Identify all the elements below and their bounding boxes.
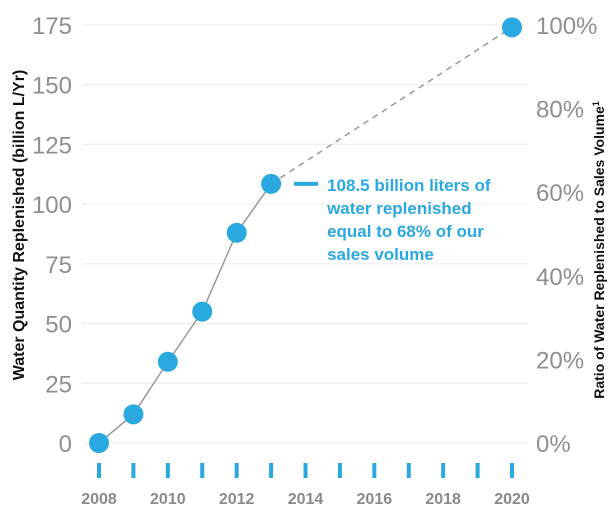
data-point	[261, 173, 282, 194]
series-line-projected	[270, 26, 513, 185]
left-tick-label: 0	[59, 431, 72, 458]
data-point	[226, 222, 247, 243]
left-tick-label: 25	[45, 371, 72, 398]
x-tick-label: 2010	[150, 491, 186, 508]
x-tick-mark	[234, 463, 239, 478]
annotation-leader	[294, 181, 319, 186]
right-tick-label: 20%	[536, 347, 584, 374]
annotation-text-line: equal to 68% of our	[327, 222, 484, 241]
left-tick-label: 125	[32, 132, 72, 159]
annotation-text-line: sales volume	[327, 245, 434, 264]
right-tick-label: 40%	[536, 264, 584, 291]
x-tick-mark	[475, 463, 480, 478]
left-axis-ticks: 0 25 50 75 100 125 150 175	[32, 13, 72, 458]
x-tick-label: 2020	[494, 491, 530, 508]
x-tick-mark	[337, 463, 342, 478]
annotation-text-line: water replenished	[326, 199, 472, 218]
right-tick-label: 80%	[536, 97, 584, 124]
annotation: 108.5 billion liters of water replenished…	[294, 176, 491, 264]
data-point	[157, 351, 178, 372]
right-axis-title-text: Ratio of Water Replenished to Sales Volu…	[591, 106, 607, 399]
annotation-text-line: 108.5 billion liters of	[327, 176, 491, 195]
x-tick-label: 2014	[288, 491, 324, 508]
x-tick-mark	[372, 463, 377, 478]
left-tick-label: 50	[45, 312, 72, 339]
right-axis-ticks: 0% 20% 40% 60% 80% 100%	[536, 13, 597, 458]
right-tick-label: 60%	[536, 180, 584, 207]
y-axis-title: Water Quantity Replenished (billion L/Yr…	[11, 70, 28, 381]
x-tick-mark	[510, 463, 514, 478]
x-tick-label: 2008	[81, 491, 117, 508]
x-tick-label: 2012	[219, 491, 255, 508]
data-point	[89, 433, 109, 453]
x-axis-tick-marks	[97, 463, 514, 478]
right-tick-label: 100%	[536, 13, 597, 40]
x-tick-label: 2018	[425, 491, 461, 508]
x-tick-mark	[165, 463, 170, 478]
data-point	[502, 17, 522, 38]
data-points	[89, 17, 522, 453]
x-tick-label: 2016	[357, 491, 393, 508]
x-tick-mark	[269, 463, 274, 478]
x-tick-mark	[131, 463, 136, 478]
data-point	[123, 404, 144, 425]
grid	[82, 24, 528, 444]
left-tick-label: 100	[32, 192, 72, 219]
x-tick-mark	[406, 463, 411, 478]
left-tick-label: 150	[32, 73, 72, 100]
x-tick-mark	[303, 463, 308, 478]
x-axis-tick-labels: 2008 2010 2012 2014 2016 2018 2020	[81, 491, 530, 508]
series-line-actual	[98, 183, 272, 444]
right-axis-title: Ratio of Water Replenished to Sales Volu…	[591, 101, 607, 399]
x-tick-mark	[441, 463, 446, 478]
right-tick-label: 0%	[536, 431, 571, 458]
left-tick-label: 175	[32, 13, 72, 40]
data-point	[192, 301, 213, 322]
left-tick-label: 75	[45, 252, 72, 279]
right-axis-title-superscript: 1	[591, 101, 601, 106]
x-tick-mark	[200, 463, 205, 478]
x-tick-mark	[97, 463, 101, 478]
